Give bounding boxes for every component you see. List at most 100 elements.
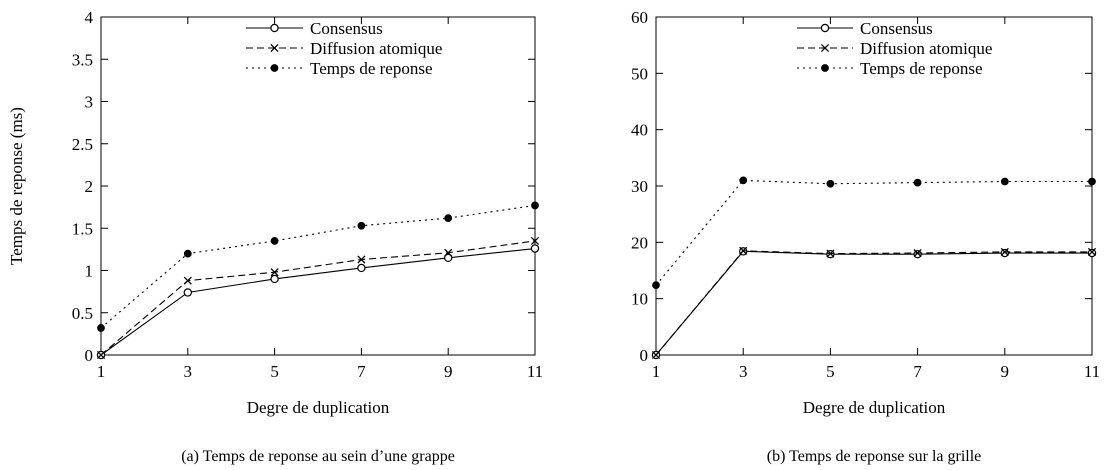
chart-a-legend-entry: Temps de reponse xyxy=(246,59,433,78)
chart-b-data-point-stroke-b xyxy=(739,246,748,255)
chart-a-data-point xyxy=(530,236,540,245)
chart-a-data-point xyxy=(357,263,366,273)
chart-b-data-point xyxy=(826,179,835,188)
chart-b-xtick-label: 7 xyxy=(913,362,922,381)
chart-a-data-point xyxy=(183,276,192,285)
chart-a-data-point xyxy=(531,201,539,210)
chart-a-data-point-stroke-b xyxy=(444,248,453,257)
chart-a-data-point-stroke-b xyxy=(183,276,192,285)
chart-b: 0 10 20 30 40 50 60 1 3 5 7 9 11 Degre de duplication… xyxy=(631,8,1100,465)
chart-b-series-dot xyxy=(652,176,1096,290)
chart-a-data-point-stroke-b xyxy=(530,236,540,245)
chart-b-legend-marker xyxy=(820,43,830,53)
chart-a-legend-marker xyxy=(270,43,279,53)
chart-b-legend-marker xyxy=(821,64,829,72)
chart-b-ytick-label: 30 xyxy=(631,177,648,196)
chart-a-series-x xyxy=(96,236,540,360)
chart-b-ytick-label: 10 xyxy=(631,290,648,309)
chart-a-series-dot xyxy=(97,201,539,332)
chart-a-data-point xyxy=(270,237,279,245)
chart-a-y-axis-label: Temps de reponse (ms) xyxy=(7,107,26,265)
chart-b-data-point xyxy=(1087,248,1097,258)
chart-a-data-point xyxy=(270,268,279,277)
chart-a-xtick-label: 11 xyxy=(527,362,543,381)
chart-a-data-point xyxy=(183,249,192,258)
chart-b-data-point xyxy=(826,249,835,258)
chart-a-caption: (a) Temps de reponse au sein d’une grapp… xyxy=(181,448,455,465)
chart-a-xtick-label: 9 xyxy=(444,362,453,381)
chart-b-series-x xyxy=(651,246,1097,360)
chart-b-data-point-stroke-b xyxy=(826,249,835,258)
chart-a-xtick-label: 7 xyxy=(357,362,366,381)
chart-b-legend-entry: Temps de reponse xyxy=(797,59,983,78)
chart-b-legend-label: Temps de reponse xyxy=(860,59,983,78)
chart-a-data-point xyxy=(357,255,366,264)
chart-b-data-point xyxy=(651,350,661,360)
chart-a-legend-entry: Diffusion atomique xyxy=(246,39,442,58)
chart-a-data-point xyxy=(530,244,540,253)
chart-b-legend-label: Diffusion atomique xyxy=(860,39,992,58)
chart-b-series-circle xyxy=(651,247,1097,360)
chart-b-xtick-label: 3 xyxy=(739,362,748,381)
chart-a-ytick-label: 0 xyxy=(85,346,94,365)
chart-a-ytick-label: 0.5 xyxy=(72,304,93,323)
chart-a-legend-entry: Consensus xyxy=(246,19,383,38)
chart-a-legend-marker xyxy=(270,64,279,72)
chart-b-xtick-label: 9 xyxy=(1001,362,1010,381)
chart-a-legend-marker-stroke-b xyxy=(270,43,279,53)
chart-a-data-point xyxy=(444,253,453,263)
chart-a-series-line xyxy=(100,247,536,356)
chart-b-data-point xyxy=(913,178,922,187)
chart-a-ytick-label: 2.5 xyxy=(72,135,93,154)
chart-a-ytick-label: 1 xyxy=(85,262,94,281)
chart-b-legend-label: Consensus xyxy=(860,19,933,38)
chart-b-data-point xyxy=(1000,248,1010,258)
chart-b-data-point xyxy=(1087,247,1097,256)
chart-b-data-point xyxy=(913,249,922,259)
chart-b-ytick-label: 0 xyxy=(640,346,649,365)
chart-b-data-point-stroke-b xyxy=(651,350,661,360)
chart-b-data-point xyxy=(1000,247,1009,256)
chart-b-data-point xyxy=(739,246,748,255)
chart-a-series-line xyxy=(100,240,536,356)
chart-a-data-point xyxy=(97,324,105,332)
chart-b-series-line xyxy=(655,250,1092,356)
chart-b-data-point xyxy=(739,176,748,185)
chart-a-ytick-label: 4 xyxy=(85,8,94,27)
chart-a-data-point-stroke-b xyxy=(270,268,279,277)
chart-a-xtick-label: 3 xyxy=(184,362,193,381)
chart-a-data-point-stroke-b xyxy=(96,350,106,360)
chart-a-x-axis-label: Degre de duplication xyxy=(247,398,390,417)
chart-a-ytick-label: 3.5 xyxy=(72,50,93,69)
chart-b-data-point xyxy=(652,281,660,290)
chart-b-x-axis-label: Degre de duplication xyxy=(803,398,946,417)
chart-b-xtick-label: 5 xyxy=(826,362,835,381)
chart-b-series-line xyxy=(655,179,1092,286)
chart-a-legend-label: Diffusion atomique xyxy=(310,39,442,58)
chart-b-ytick-label: 20 xyxy=(631,233,648,252)
chart-b-data-point-stroke-b xyxy=(913,248,922,258)
chart-b-legend-entry: Consensus xyxy=(797,19,933,38)
chart-a-xtick-label: 5 xyxy=(270,362,279,381)
chart-b-legend-marker-stroke-b xyxy=(820,43,830,53)
chart-a-data-point xyxy=(270,274,279,284)
chart-b-ytick-label: 40 xyxy=(631,121,648,140)
chart-b-legend-marker xyxy=(820,23,830,33)
chart-b-caption: (b) Temps de reponse sur la grille xyxy=(767,448,982,465)
chart-a-legend-marker xyxy=(270,23,279,33)
chart-a-data-point xyxy=(96,350,106,360)
chart-a-data-point xyxy=(183,288,192,297)
chart-b-xtick-label: 1 xyxy=(652,362,661,381)
chart-b-data-point xyxy=(913,248,922,258)
chart-b-legend-entry: Diffusion atomique xyxy=(797,39,992,58)
chart-b-data-point xyxy=(1000,177,1009,186)
chart-a-data-point-stroke-b xyxy=(357,255,366,264)
chart-a-ytick-label: 3 xyxy=(85,93,94,112)
chart-a-legend-label: Consensus xyxy=(310,19,383,38)
chart-b-ytick-label: 50 xyxy=(631,64,648,83)
chart-a-data-point xyxy=(357,221,366,230)
chart-a-ytick-label: 2 xyxy=(85,177,94,196)
chart-b-ytick-label: 60 xyxy=(631,8,648,27)
chart-b-series-line xyxy=(655,250,1092,356)
